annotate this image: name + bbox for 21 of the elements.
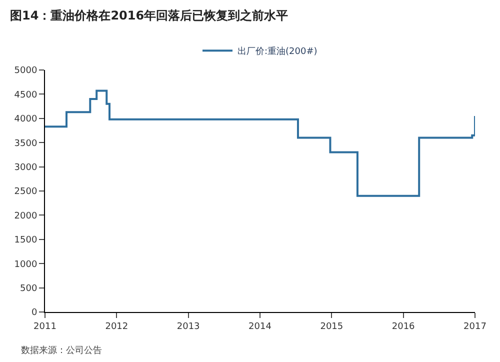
- y-tick-label: 0: [31, 308, 38, 318]
- y-tick-label: 1500: [14, 236, 38, 246]
- y-tick-label: 4500: [14, 90, 38, 100]
- y-tick-label: 3500: [14, 138, 38, 149]
- x-tick-label: 2015: [320, 322, 344, 332]
- y-tick-label: 1000: [14, 260, 38, 270]
- x-tick-label: 2012: [105, 322, 128, 332]
- y-tick-label: 4000: [14, 114, 38, 125]
- x-tick-label: 2011: [34, 322, 56, 332]
- y-tick-label: 2500: [14, 187, 38, 198]
- y-tick-label: 5000: [14, 66, 38, 76]
- legend-label: 出厂价:重油(200#): [238, 46, 318, 58]
- chart-title: 图14：重油价格在2016年回落后已恢复到之前水平: [10, 8, 288, 22]
- y-tick-label: 3000: [14, 162, 38, 173]
- x-tick-label: 2017: [464, 322, 486, 332]
- x-tick-label: 2013: [176, 322, 200, 332]
- source-note: 数据来源：公司公告: [21, 345, 102, 356]
- x-tick-label: 2016: [392, 322, 416, 332]
- y-tick-label: 500: [20, 284, 38, 294]
- x-tick-label: 2014: [248, 322, 272, 332]
- y-tick-label: 2000: [14, 211, 38, 222]
